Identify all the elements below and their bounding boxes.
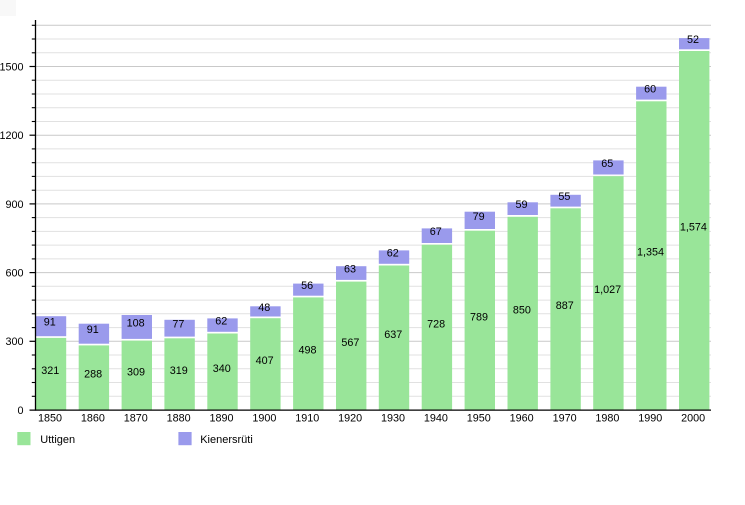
svg-text:300: 300 [5,336,23,348]
svg-text:1850: 1850 [38,412,62,424]
svg-text:91: 91 [44,317,56,329]
svg-text:48: 48 [258,302,270,314]
svg-text:1500: 1500 [0,61,24,73]
svg-text:Uttigen: Uttigen [40,434,75,446]
svg-text:407: 407 [256,355,274,367]
svg-text:62: 62 [387,248,399,260]
svg-text:288: 288 [84,369,102,381]
svg-text:63: 63 [344,264,356,276]
svg-text:887: 887 [556,300,574,312]
svg-text:1,574: 1,574 [680,222,707,234]
svg-text:850: 850 [513,304,531,316]
svg-text:67: 67 [430,226,442,238]
svg-text:1870: 1870 [124,412,148,424]
svg-text:1930: 1930 [381,412,405,424]
svg-text:340: 340 [213,363,231,375]
svg-text:79: 79 [473,211,485,223]
svg-text:1910: 1910 [295,412,319,424]
svg-text:498: 498 [298,345,316,357]
svg-text:309: 309 [127,366,145,378]
svg-text:Kienersrüti: Kienersrüti [200,434,253,446]
svg-text:1,354: 1,354 [637,247,664,259]
svg-text:59: 59 [515,199,527,211]
svg-text:1980: 1980 [595,412,619,424]
svg-text:1920: 1920 [338,412,362,424]
svg-text:108: 108 [127,318,145,330]
svg-text:321: 321 [41,365,59,377]
svg-text:1,027: 1,027 [594,284,621,296]
svg-text:52: 52 [687,34,699,46]
svg-text:637: 637 [384,329,402,341]
svg-text:56: 56 [301,280,313,292]
svg-text:0: 0 [17,405,23,417]
svg-text:2000: 2000 [681,412,705,424]
svg-text:1890: 1890 [209,412,233,424]
svg-text:1960: 1960 [510,412,534,424]
svg-text:789: 789 [470,311,488,323]
svg-text:319: 319 [170,365,188,377]
svg-text:600: 600 [5,268,23,280]
svg-text:1880: 1880 [167,412,191,424]
svg-text:55: 55 [558,191,570,203]
svg-text:1940: 1940 [424,412,448,424]
svg-text:65: 65 [601,158,613,170]
svg-text:567: 567 [341,337,359,349]
svg-text:1990: 1990 [638,412,662,424]
svg-text:1950: 1950 [467,412,491,424]
svg-text:1200: 1200 [0,130,24,142]
svg-text:77: 77 [172,319,184,331]
svg-text:91: 91 [87,324,99,336]
svg-text:1970: 1970 [553,412,577,424]
svg-text:728: 728 [427,318,445,330]
svg-text:1900: 1900 [252,412,276,424]
svg-text:900: 900 [5,199,23,211]
svg-text:1860: 1860 [81,412,105,424]
svg-text:62: 62 [215,316,227,328]
svg-text:60: 60 [644,84,656,96]
